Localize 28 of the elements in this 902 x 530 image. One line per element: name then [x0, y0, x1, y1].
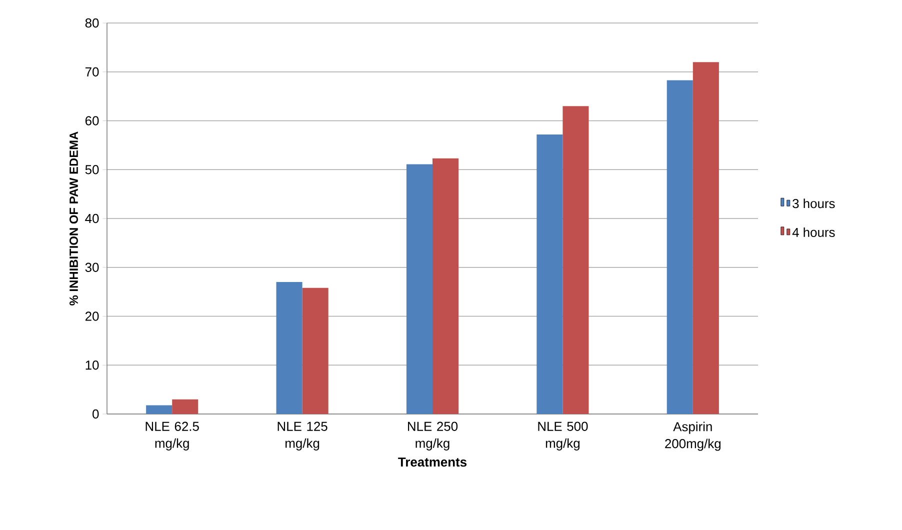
- bar: [302, 288, 328, 414]
- y-tick-label: 0: [92, 409, 99, 419]
- legend-label: 4 hours: [792, 227, 835, 237]
- y-tick-label: 70: [85, 67, 99, 76]
- x-tick-label: NLE 250 mg/kg: [408, 422, 458, 450]
- y-tick-label: 40: [85, 214, 99, 224]
- y-tick-label: 50: [85, 165, 99, 174]
- y-tick-label: 60: [85, 116, 99, 126]
- y-tick-label: 10: [86, 360, 99, 370]
- bar: [276, 282, 302, 414]
- bar: [666, 80, 693, 414]
- bar: [432, 158, 459, 414]
- y-tick-label: 80: [85, 18, 99, 28]
- bar: [172, 399, 198, 414]
- x-tick-label: NLE 500 mg/kg: [538, 422, 588, 450]
- x-tick-label: Aspirin 200mg/kg: [665, 422, 721, 451]
- x-axis-title: Treatments: [398, 458, 467, 467]
- bar: [146, 405, 172, 414]
- x-tick-label: NLE 62.5 mg/kg: [146, 422, 199, 450]
- x-tick-label: NLE 125 mg/kg: [278, 422, 328, 450]
- bar: [406, 164, 432, 414]
- legend-label: 3 hours: [792, 198, 835, 208]
- bar: [692, 62, 719, 414]
- y-tick-label: 20: [85, 312, 99, 321]
- bar: [536, 134, 563, 414]
- bar: [562, 106, 589, 414]
- y-tick-label: 30: [85, 262, 99, 272]
- y-axis-title: % INHIBITION OF PAW EDEMA: [70, 132, 78, 306]
